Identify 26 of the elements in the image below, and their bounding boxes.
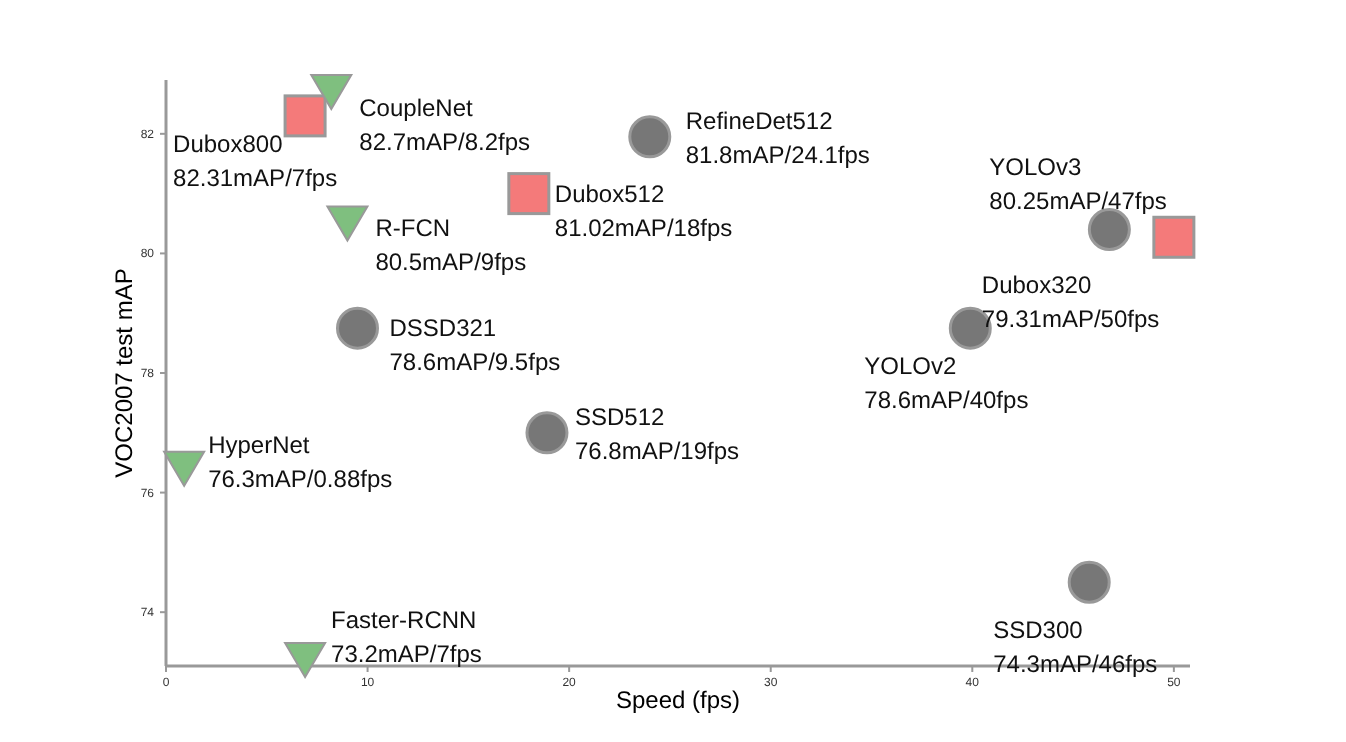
annotation: Dubox800 82.31mAP/7fps bbox=[173, 129, 338, 192]
point bbox=[163, 450, 206, 487]
point bbox=[1152, 215, 1196, 259]
annotation: Dubox320 79.31mAP/50fps bbox=[981, 271, 1160, 334]
annotation: HyperNet 76.3mAP/0.88fps bbox=[208, 430, 393, 493]
annotation: Faster-RCNN 73.2mAP/7fps bbox=[331, 606, 482, 669]
x-axis-title: Speed (fps) bbox=[615, 686, 741, 714]
annotation: R-FCN 80.5mAP/9fps bbox=[375, 213, 527, 276]
point bbox=[326, 205, 369, 242]
annotation: SSD512 76.8mAP/19fps bbox=[574, 402, 740, 465]
point bbox=[1067, 560, 1111, 604]
y-axis-title: VOC2007 test mAP bbox=[110, 268, 138, 478]
annotation: DSSD321 78.6mAP/9.5fps bbox=[389, 314, 561, 377]
annotation: SSD300 74.3mAP/46fps bbox=[993, 616, 1158, 679]
annotation: YOLOv2 78.6mAP/40fps bbox=[864, 352, 1029, 415]
annotation: CoupleNet 82.7mAP/8.2fps bbox=[359, 93, 531, 156]
annotation: RefineDet512 81.8mAP/24.1fps bbox=[685, 106, 870, 169]
point bbox=[507, 172, 551, 216]
point bbox=[628, 115, 672, 159]
point bbox=[284, 642, 327, 679]
annotation: YOLOv3 80.25mAP/47fps bbox=[989, 153, 1167, 216]
point bbox=[336, 306, 379, 350]
annotation: Dubox512 81.02mAP/18fps bbox=[554, 179, 733, 242]
point bbox=[525, 411, 569, 455]
point bbox=[283, 94, 327, 138]
point bbox=[310, 73, 353, 110]
